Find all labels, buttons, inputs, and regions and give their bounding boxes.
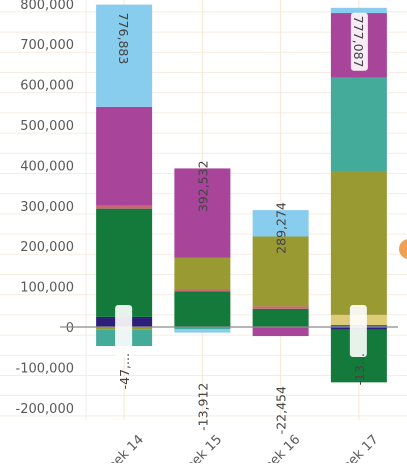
scroll-handle[interactable] xyxy=(399,239,407,259)
x-tick-label: Week 16 xyxy=(253,432,303,463)
bar-segment[interactable] xyxy=(96,4,153,107)
y-tick-label: 700,000 xyxy=(20,38,74,53)
y-tick-label: 800,000 xyxy=(20,0,74,13)
bar-segment[interactable] xyxy=(252,308,309,327)
label-highlight xyxy=(115,305,133,358)
positive-total-label: 289,274 xyxy=(274,202,289,254)
label-highlight xyxy=(349,305,367,358)
bar-segment[interactable] xyxy=(96,208,153,317)
negative-total-label: -22,454 xyxy=(274,386,289,434)
y-tick-label: 500,000 xyxy=(20,119,74,134)
negative-total-label: -47,... xyxy=(117,353,132,389)
bar-segment[interactable] xyxy=(174,329,231,333)
y-tick-label: 200,000 xyxy=(20,240,74,255)
label-highlight xyxy=(350,12,368,71)
bar-segment[interactable] xyxy=(330,77,387,172)
bar-segment[interactable] xyxy=(174,168,231,258)
bar-segment[interactable] xyxy=(96,106,153,206)
y-tick-label: 300,000 xyxy=(20,200,74,215)
positive-total-label: 392,532 xyxy=(195,160,210,212)
x-tick-label: Week 14 xyxy=(97,432,147,463)
y-tick-label: 400,000 xyxy=(20,159,74,174)
y-tick-label: -200,000 xyxy=(16,402,74,417)
bar-segment[interactable] xyxy=(330,171,387,315)
bar-segment[interactable] xyxy=(174,327,231,330)
positive-total-label: 777,087 xyxy=(351,16,366,68)
y-tick-label: -100,000 xyxy=(16,361,74,376)
bar-segment[interactable] xyxy=(252,306,309,309)
negative-total-label: -13... xyxy=(352,353,367,385)
bar-segment[interactable] xyxy=(174,257,231,290)
bar-segment[interactable] xyxy=(252,327,309,337)
y-tick-label: 0 xyxy=(66,321,74,336)
negative-total-label: -13,912 xyxy=(195,383,210,431)
x-tick-label: Week 17 xyxy=(331,432,381,463)
bar-segment[interactable] xyxy=(330,7,387,14)
bar-segment[interactable] xyxy=(252,210,309,237)
y-tick-label: 600,000 xyxy=(20,79,74,94)
bar-segment[interactable] xyxy=(174,291,231,327)
bar-segment[interactable] xyxy=(252,236,309,307)
bar-segment[interactable] xyxy=(174,289,231,292)
bar-segment[interactable] xyxy=(96,205,153,209)
x-tick-label: Week 15 xyxy=(175,432,225,463)
total-labels: 776,883 -47,... 392,532 -13,912 289,274 -22,4… xyxy=(115,12,368,434)
positive-total-label: 776,883 xyxy=(116,13,131,65)
bars xyxy=(96,4,387,383)
y-tick-label: 100,000 xyxy=(20,281,74,296)
